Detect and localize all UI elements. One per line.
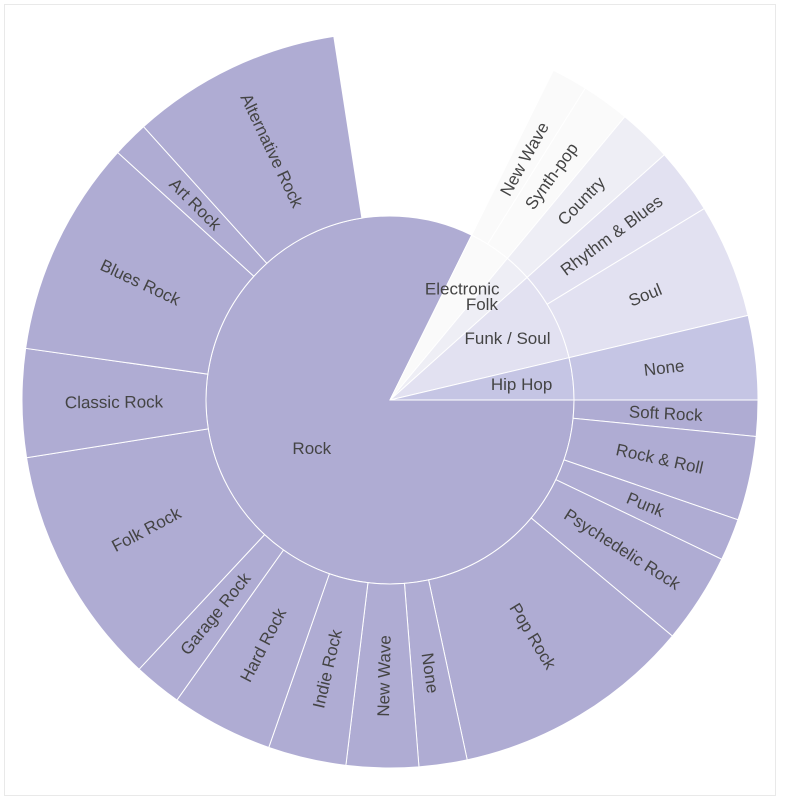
segment-rock-folk-rock[interactable] xyxy=(25,428,266,670)
segment-rock-indie-rock[interactable] xyxy=(268,573,369,766)
segment-rock-pop-rock[interactable] xyxy=(428,517,674,761)
segment-funk-soul-rhythm-blues[interactable] xyxy=(526,154,705,305)
segment-rock-classic-rock[interactable] xyxy=(21,347,209,459)
segment-rock-psychedelic-rock[interactable] xyxy=(530,478,723,637)
segment-rock-rock-roll[interactable] xyxy=(563,417,757,521)
label-folk: Folk xyxy=(466,295,499,314)
segment-folk-country[interactable] xyxy=(506,115,666,279)
segment-rock-garage-rock[interactable] xyxy=(138,533,285,701)
chart-frame xyxy=(4,4,776,796)
label-hip-hop: Hip Hop xyxy=(491,375,552,394)
label-rock: Rock xyxy=(292,439,331,458)
label-rock-classic-rock: Classic Rock xyxy=(65,392,164,412)
segment-hip-hop-none[interactable] xyxy=(568,314,759,401)
label-hip-hop-none: None xyxy=(643,356,686,380)
segment-rock-hard-rock[interactable] xyxy=(176,549,331,749)
label-electronic: Electronic xyxy=(425,279,500,298)
segment-rock-art-rock[interactable] xyxy=(116,125,268,277)
segment-rock-new-wave[interactable] xyxy=(345,582,420,769)
segment-rock-punk[interactable] xyxy=(555,459,739,560)
label-rock-soft-rock: Soft Rock xyxy=(628,402,703,425)
segments-layer xyxy=(21,35,759,769)
segment-rock-none[interactable] xyxy=(403,579,468,768)
label-rock-new-wave: New Wave xyxy=(374,635,395,717)
label-funk-soul: Funk / Soul xyxy=(465,329,551,348)
segment-rock-blues-rock[interactable] xyxy=(25,151,255,375)
segment-funk-soul-soul[interactable] xyxy=(546,207,749,359)
segment-electronic-new-wave[interactable] xyxy=(471,69,587,245)
segment-rock-alternative-rock[interactable] xyxy=(142,35,363,265)
segment-electronic-synth-pop[interactable] xyxy=(486,87,626,260)
